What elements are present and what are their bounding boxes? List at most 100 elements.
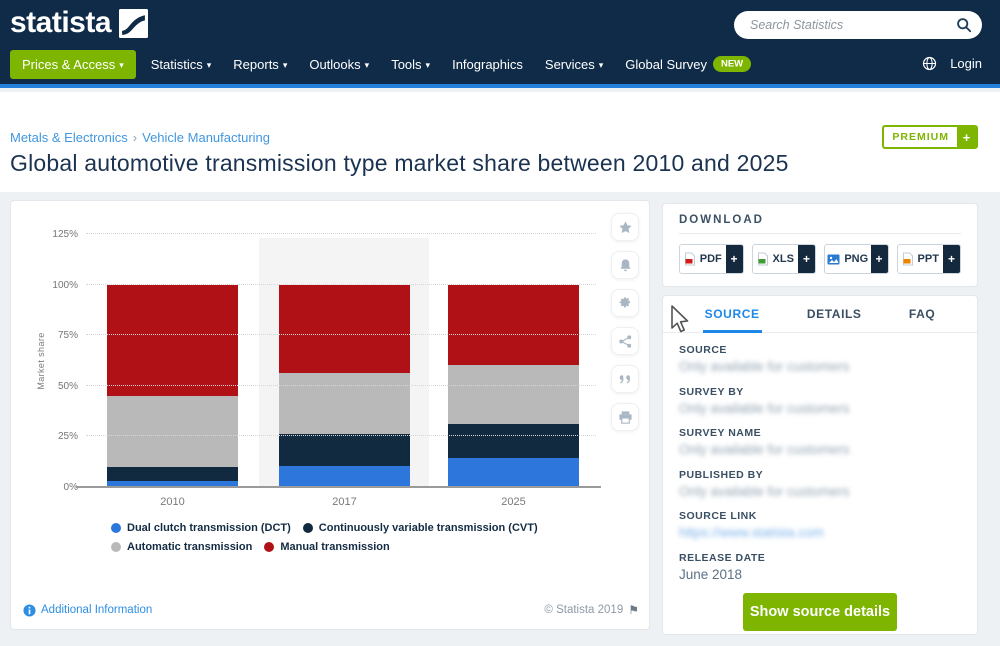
bar-segment[interactable] bbox=[107, 395, 238, 467]
bar-segment[interactable] bbox=[448, 424, 579, 458]
settings-gear-button[interactable] bbox=[611, 289, 639, 317]
field-survey-name: SURVEY NAME Only available for customers bbox=[679, 427, 961, 457]
bar-segment[interactable] bbox=[107, 284, 238, 396]
plot-area: 0% 25% 50% 75% 100% 125% 2010 2017 2025 bbox=[52, 230, 601, 508]
breadcrumb-subcategory[interactable]: Vehicle Manufacturing bbox=[142, 130, 271, 145]
chevron-down-icon: ▾ bbox=[425, 59, 431, 70]
share-icon bbox=[618, 334, 631, 348]
download-ppt-button[interactable]: PPT + bbox=[896, 244, 961, 274]
globe-icon[interactable] bbox=[922, 56, 937, 71]
info-icon bbox=[23, 603, 36, 617]
legend-item-dct: Dual clutch transmission (DCT) bbox=[111, 522, 291, 534]
search-input[interactable] bbox=[750, 18, 956, 32]
bar-2010[interactable] bbox=[107, 234, 238, 487]
download-buttons: PDF + XLS + PNG + PPT + bbox=[679, 244, 961, 274]
share-button[interactable] bbox=[611, 327, 639, 355]
tab-details[interactable]: DETAILS bbox=[806, 306, 862, 321]
tab-source[interactable]: SOURCE bbox=[702, 297, 762, 333]
y-tick: 0% bbox=[63, 482, 78, 493]
bell-icon bbox=[619, 258, 631, 271]
bar-segment[interactable] bbox=[107, 466, 238, 481]
y-tick: 25% bbox=[57, 431, 78, 443]
x-tick-2017: 2017 bbox=[332, 496, 357, 508]
quote-icon bbox=[619, 374, 630, 383]
bar-segment[interactable] bbox=[279, 434, 410, 466]
download-xls-button[interactable]: XLS + bbox=[751, 244, 816, 274]
bar-segment[interactable] bbox=[279, 372, 410, 435]
source-link-blurred[interactable]: https://www.statista.com bbox=[679, 525, 824, 540]
premium-label: PREMIUM bbox=[892, 131, 949, 143]
field-label: SOURCE bbox=[679, 344, 727, 356]
menu-statistics[interactable]: Statistics ▾ bbox=[150, 56, 212, 72]
page-title: Global automotive transmission type mark… bbox=[10, 150, 789, 176]
legend-item-automatic: Automatic transmission bbox=[111, 541, 252, 553]
statista-logo[interactable]: statista bbox=[10, 6, 149, 40]
tab-faq[interactable]: FAQ bbox=[908, 306, 936, 321]
premium-badge[interactable]: PREMIUM + bbox=[882, 125, 978, 149]
menu-prices-access[interactable]: Prices & Access ▾ bbox=[10, 49, 136, 79]
bar-2025[interactable] bbox=[448, 234, 579, 487]
gridline-75 bbox=[86, 334, 596, 336]
field-label: SURVEY BY bbox=[679, 385, 744, 398]
chevron-down-icon: ▾ bbox=[364, 59, 370, 70]
premium-plus-icon: + bbox=[957, 127, 976, 147]
menu-infographics[interactable]: Infographics bbox=[452, 56, 523, 72]
gear-icon bbox=[619, 296, 630, 307]
cite-quote-button[interactable] bbox=[611, 365, 639, 393]
breadcrumb-category[interactable]: Metals & Electronics bbox=[10, 130, 128, 145]
bar-segment[interactable] bbox=[448, 457, 579, 487]
bar-segment[interactable] bbox=[448, 364, 579, 425]
statista-logo-icon bbox=[119, 8, 149, 38]
source-tabs: SOURCE DETAILS FAQ bbox=[663, 296, 977, 333]
plus-icon: + bbox=[725, 245, 743, 273]
chart-footer: Additional Information © Statista 2019 ⚑ bbox=[23, 603, 639, 617]
ppt-file-icon bbox=[902, 252, 913, 266]
gridline-100 bbox=[86, 283, 596, 285]
y-tick: 75% bbox=[57, 330, 78, 342]
field-source-link: SOURCE LINK https://www.statista.com bbox=[679, 510, 961, 540]
plus-icon: + bbox=[943, 245, 960, 273]
bar-segment[interactable] bbox=[107, 480, 238, 487]
star-icon bbox=[618, 220, 632, 233]
chevron-down-icon: ▾ bbox=[206, 59, 212, 70]
copyright-text: © Statista 2019 ⚑ bbox=[544, 603, 639, 617]
bar-segment[interactable] bbox=[448, 284, 579, 365]
bar-2017[interactable] bbox=[279, 234, 410, 487]
field-label: SURVEY NAME bbox=[679, 427, 762, 439]
x-tick-2010: 2010 bbox=[160, 496, 185, 508]
menu-reports[interactable]: Reports ▾ bbox=[233, 56, 288, 72]
field-label: PUBLISHED BY bbox=[679, 468, 764, 481]
field-published-by: PUBLISHED BY Only available for customer… bbox=[679, 469, 961, 499]
field-survey-by: SURVEY BY Only available for customers bbox=[679, 386, 961, 416]
menu-outlooks[interactable]: Outlooks ▾ bbox=[309, 56, 370, 72]
menu-services[interactable]: Services ▾ bbox=[544, 56, 604, 72]
menu-tools[interactable]: Tools ▾ bbox=[391, 56, 431, 72]
print-button[interactable] bbox=[611, 403, 639, 431]
printer-icon bbox=[618, 410, 632, 424]
y-tick: 100% bbox=[52, 279, 78, 291]
gridline-50 bbox=[86, 384, 596, 386]
breadcrumb-separator: › bbox=[132, 130, 138, 145]
gridline-25 bbox=[86, 435, 596, 437]
xls-file-icon bbox=[757, 252, 768, 266]
legend-dot-navy bbox=[302, 523, 313, 533]
y-tick: 50% bbox=[57, 380, 78, 392]
alert-bell-button[interactable] bbox=[611, 251, 639, 279]
favorite-star-button[interactable] bbox=[611, 213, 639, 241]
additional-information-link[interactable]: Additional Information bbox=[23, 603, 152, 617]
field-value-blurred: Only available for customers bbox=[679, 442, 850, 457]
flag-icon[interactable]: ⚑ bbox=[628, 603, 639, 617]
legend-item-cvt: Continuously variable transmission (CVT) bbox=[302, 522, 538, 534]
plus-icon: + bbox=[798, 245, 815, 273]
login-link[interactable]: Login bbox=[950, 56, 982, 71]
download-pdf-button[interactable]: PDF + bbox=[679, 244, 744, 274]
bar-segment[interactable] bbox=[279, 465, 410, 487]
search-icon[interactable] bbox=[956, 17, 972, 33]
show-source-details-button[interactable]: Show source details bbox=[743, 593, 897, 631]
download-png-button[interactable]: PNG + bbox=[824, 244, 889, 274]
menu-global-survey[interactable]: Global Survey NEW bbox=[614, 50, 762, 79]
navbar: statista Prices & Access▾ Statistics▾ Re… bbox=[0, 0, 1000, 88]
chart-toolbar bbox=[611, 213, 639, 431]
source-panel: SOURCE DETAILS FAQ SOURCE Only available… bbox=[662, 295, 978, 635]
bar-segment[interactable] bbox=[279, 284, 410, 373]
